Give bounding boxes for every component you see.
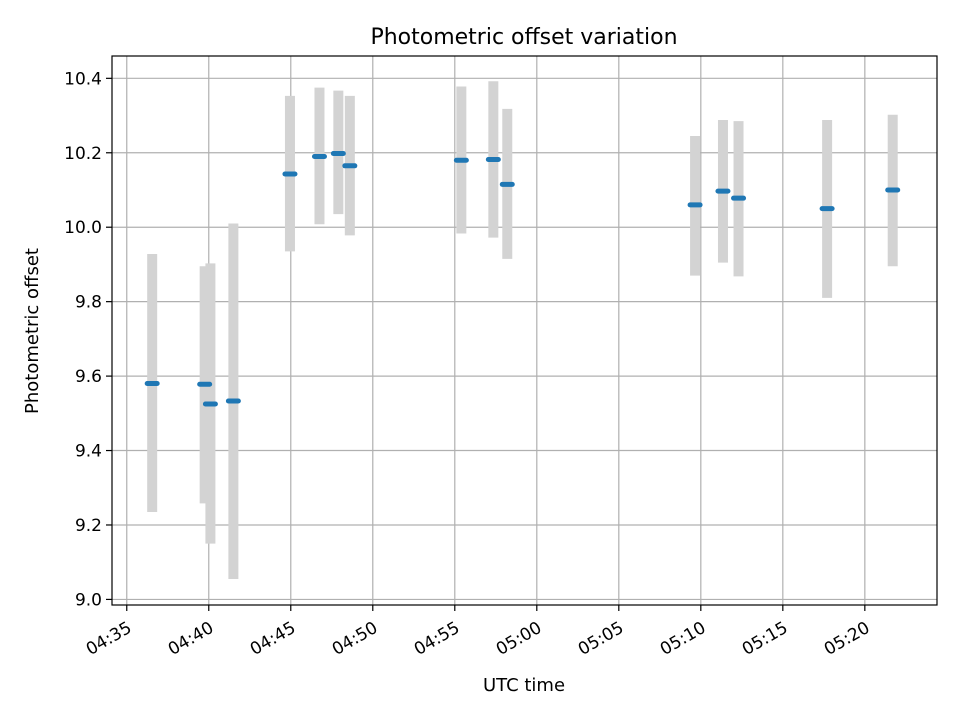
x-axis-label: UTC time <box>483 675 565 696</box>
plot-area-frame <box>111 55 938 606</box>
y-tick-label: 10.0 <box>64 218 102 238</box>
y-tick-label: 9.2 <box>75 516 102 536</box>
grid <box>112 56 937 605</box>
y-tick-label: 9.4 <box>75 442 102 462</box>
y-tick-label: 10.2 <box>64 144 102 164</box>
y-tick-label: 10.4 <box>64 69 102 89</box>
y-axis-label: Photometric offset <box>22 248 43 414</box>
y-tick-label: 9.8 <box>75 293 102 313</box>
chart-title: Photometric offset variation <box>370 25 677 50</box>
data-markers <box>144 151 901 407</box>
y-tick-label: 9.6 <box>75 367 102 387</box>
y-tick-label: 9.0 <box>75 590 102 610</box>
